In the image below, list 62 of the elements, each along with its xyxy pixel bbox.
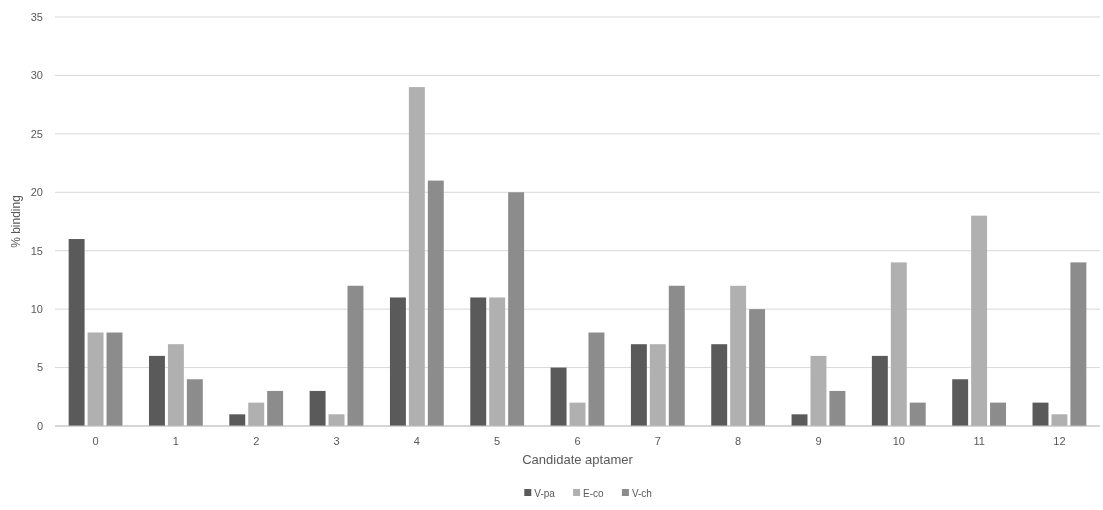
bar — [408, 87, 425, 426]
bar — [971, 215, 988, 426]
bar — [668, 285, 685, 426]
bar — [248, 402, 265, 426]
bar — [508, 192, 525, 426]
y-tick-label: 20 — [30, 186, 43, 199]
bar — [328, 414, 345, 426]
bar — [489, 297, 506, 426]
bar — [267, 390, 284, 426]
bar — [389, 297, 406, 426]
x-tick-label: 4 — [413, 434, 420, 447]
bar — [829, 390, 846, 426]
y-tick-label: 0 — [36, 419, 43, 432]
legend-label: V-ch — [631, 487, 652, 499]
bar — [347, 285, 364, 426]
bar — [550, 367, 567, 426]
x-tick-label: 2 — [253, 434, 260, 447]
y-tick-label: 35 — [30, 10, 43, 23]
bar — [1051, 414, 1068, 426]
bar — [470, 297, 487, 426]
y-tick-label: 25 — [30, 127, 43, 140]
bar — [890, 262, 907, 426]
bar — [186, 379, 203, 426]
bar — [309, 390, 326, 426]
x-tick-label: 3 — [333, 434, 340, 447]
x-tick-label: 1 — [172, 434, 179, 447]
bar — [68, 239, 85, 426]
bar — [871, 355, 888, 426]
bar — [711, 344, 728, 426]
bar — [148, 355, 165, 426]
bar — [952, 379, 969, 426]
bar — [649, 344, 666, 426]
bar — [630, 344, 647, 426]
y-tick-label: 15 — [30, 244, 43, 257]
x-tick-label: 11 — [973, 434, 985, 447]
bar — [229, 414, 246, 426]
bar — [427, 180, 444, 426]
legend-label: V-pa — [534, 487, 556, 499]
bar — [106, 332, 123, 426]
y-tick-label: 5 — [36, 361, 43, 374]
x-tick-label: 5 — [494, 434, 501, 447]
x-tick-label: 7 — [654, 434, 661, 447]
bar — [1070, 262, 1087, 426]
x-tick-label: 12 — [1053, 434, 1066, 447]
x-tick-label: 8 — [735, 434, 742, 447]
y-tick-label: 10 — [30, 302, 43, 315]
x-tick-label: 9 — [815, 434, 822, 447]
bar — [167, 344, 184, 426]
bar — [588, 332, 605, 426]
x-tick-label: 6 — [574, 434, 581, 447]
bar — [749, 309, 766, 426]
bar — [87, 332, 104, 426]
x-tick-label: 0 — [92, 434, 99, 447]
x-axis-title: Candidate aptamer — [522, 452, 634, 467]
bar — [730, 285, 747, 426]
bar — [810, 355, 827, 426]
bar — [909, 402, 926, 426]
x-tick-label: 10 — [892, 434, 905, 447]
y-axis-title: % binding — [9, 195, 23, 248]
bar — [990, 402, 1007, 426]
legend-label: E-co — [583, 487, 605, 499]
y-tick-label: 30 — [30, 69, 43, 82]
